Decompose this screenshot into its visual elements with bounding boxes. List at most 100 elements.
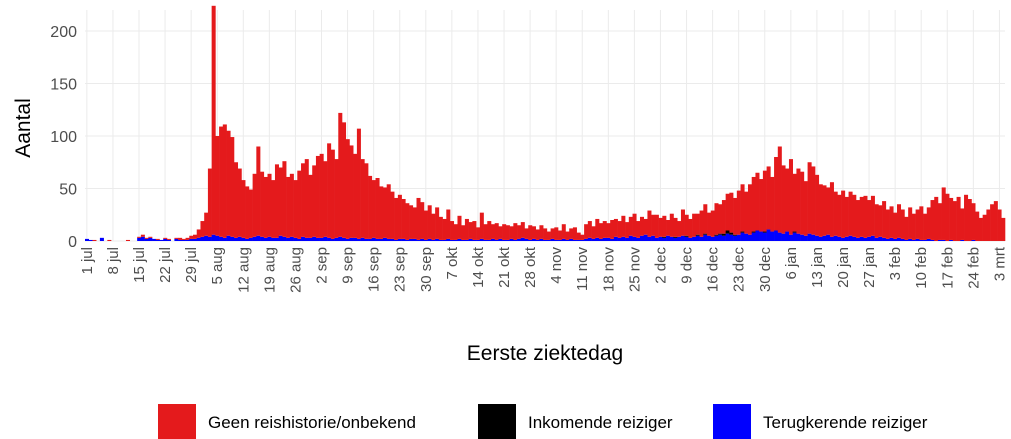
- bar-segment: [457, 215, 462, 239]
- bar-segment: [755, 172, 760, 231]
- bar-segment: [770, 176, 775, 232]
- bar-segment: [431, 213, 436, 240]
- bar-segment: [528, 239, 533, 241]
- bar-segment: [155, 238, 160, 240]
- bar-segment: [818, 236, 823, 241]
- bar-segment: [669, 236, 674, 241]
- bar-segment: [152, 238, 157, 241]
- bar-segment: [740, 231, 745, 233]
- bar-segment: [714, 203, 719, 235]
- bar-segment: [379, 186, 384, 239]
- x-tick-label: 16 dec: [705, 247, 722, 293]
- bar-segment: [870, 235, 875, 241]
- bar-segment: [274, 164, 279, 238]
- x-tick-label: 2 dec: [652, 247, 669, 284]
- bar-segment: [975, 211, 980, 241]
- bar-segment: [144, 237, 149, 239]
- bar-segment: [394, 197, 399, 240]
- bar-segment: [505, 225, 510, 240]
- bar-segment: [520, 222, 525, 238]
- bar-segment: [874, 237, 879, 241]
- bar-segment: [140, 234, 145, 237]
- bar-segment: [904, 216, 909, 240]
- bar-segment: [721, 200, 726, 234]
- x-tick-label: 3 mrt: [991, 246, 1008, 281]
- x-tick-label: 18 nov: [600, 247, 617, 293]
- bar-segment: [930, 200, 935, 240]
- bar-segment: [282, 161, 287, 237]
- bar-segment: [181, 238, 186, 240]
- bar-segment: [222, 124, 227, 238]
- bar-segment: [427, 205, 432, 239]
- bar-segment: [174, 237, 179, 239]
- bar-segment: [371, 180, 376, 238]
- bar-segment: [934, 196, 939, 241]
- bar-segment: [680, 235, 685, 241]
- bar-segment: [397, 238, 402, 241]
- bar-segment: [371, 237, 376, 241]
- bar-segment: [241, 180, 246, 238]
- bar-segment: [923, 213, 928, 240]
- bar-segment: [382, 187, 388, 238]
- x-tick-label: 4 nov: [548, 247, 565, 284]
- bar-segment: [613, 236, 618, 241]
- bar-segment: [476, 239, 481, 241]
- x-tick-label: 23 sep: [392, 247, 409, 292]
- bar-segment: [725, 233, 730, 241]
- bar-segment: [271, 237, 276, 241]
- y-tick-label: 100: [50, 129, 77, 146]
- bar-segment: [554, 239, 559, 241]
- bar-segment: [785, 231, 790, 241]
- bar-segment: [874, 204, 879, 238]
- bar-segment: [330, 238, 335, 241]
- bar-segment: [643, 218, 648, 235]
- bar-segment: [602, 237, 607, 241]
- bar-segment: [911, 239, 916, 241]
- bar-segment: [558, 230, 563, 240]
- bar-segment: [736, 234, 741, 241]
- bar-segment: [200, 236, 205, 241]
- bar-segment: [654, 214, 659, 238]
- x-tick-label: 30 sep: [418, 247, 435, 292]
- bar-segment: [859, 236, 864, 241]
- bar-segment: [453, 239, 458, 241]
- bar-segment: [558, 239, 563, 241]
- bar-segment: [450, 239, 455, 241]
- bar-segment: [580, 239, 585, 241]
- bar-segment: [878, 236, 883, 241]
- bar-segment: [572, 239, 577, 241]
- bar-segment: [461, 225, 466, 240]
- bar-segment: [345, 139, 350, 239]
- bar-segment: [837, 194, 842, 237]
- bar-segment: [599, 238, 604, 241]
- bar-segment: [185, 239, 190, 241]
- bar-segment: [319, 153, 324, 238]
- bar-segment: [427, 238, 432, 241]
- bar-segment: [867, 236, 872, 241]
- bar-segment: [915, 238, 920, 241]
- x-tick-label: 11 nov: [574, 247, 591, 291]
- bar-segment: [815, 235, 820, 241]
- bar-segment: [442, 218, 447, 240]
- bar-segment: [289, 173, 294, 237]
- bar-segment: [248, 189, 253, 238]
- x-tick-label: 29 jul: [183, 247, 200, 283]
- bar-segment: [561, 224, 566, 239]
- bar-segment: [271, 180, 276, 238]
- bar-segment: [420, 238, 425, 241]
- bar-segment: [420, 202, 425, 239]
- bar-segment: [986, 209, 991, 241]
- bar-segment: [584, 238, 589, 241]
- bar-segment: [215, 235, 220, 241]
- bar-segment: [848, 235, 853, 241]
- x-tick-label: 3 feb: [887, 247, 904, 280]
- bar-segment: [852, 236, 857, 241]
- bar-segment: [848, 191, 853, 236]
- bar-segment: [237, 168, 242, 237]
- bar-segment: [714, 234, 719, 236]
- bar-segment: [707, 235, 712, 241]
- x-tick-label: 8 jul: [105, 247, 122, 275]
- bar-segment: [639, 235, 645, 241]
- bar-segment: [409, 205, 414, 239]
- bar-segment: [483, 224, 488, 240]
